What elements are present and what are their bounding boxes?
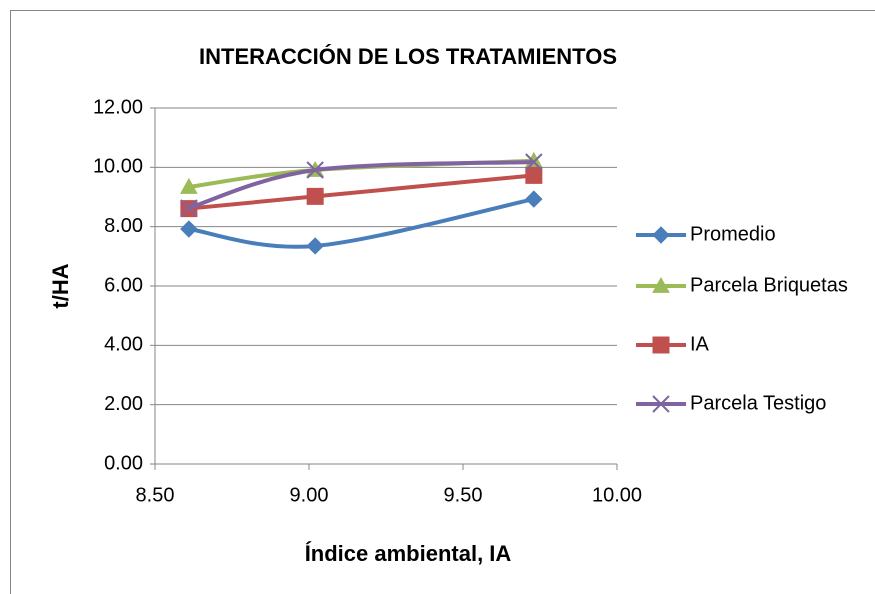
legend-marker	[652, 226, 670, 244]
data-point	[180, 177, 198, 194]
legend-label: IA	[690, 333, 710, 355]
legend-marker	[652, 276, 670, 293]
series-line	[188, 159, 534, 210]
data-point	[525, 190, 543, 208]
y-tick-label: 2.00	[104, 393, 143, 415]
chart-title: INTERACCIÓN DE LOS TRATAMIENTOS	[199, 44, 617, 69]
data-point	[180, 199, 198, 217]
y-tick-label: 12.00	[93, 96, 143, 118]
y-axis-label: t/HA	[48, 263, 73, 308]
data-point	[525, 166, 543, 184]
y-tick-label: 8.00	[104, 215, 143, 237]
data-point	[306, 161, 324, 179]
x-tick-label: 10.00	[592, 484, 642, 506]
legend-label: Parcela Briquetas	[690, 274, 848, 296]
legend-label: Promedio	[690, 223, 776, 245]
legend-marker	[652, 395, 670, 413]
legend-marker	[652, 336, 670, 354]
data-point	[306, 187, 324, 205]
data-point	[306, 237, 324, 255]
legend-label: Parcela Testigo	[690, 392, 826, 414]
y-tick-label: 0.00	[104, 452, 143, 474]
y-tick-label: 6.00	[104, 274, 143, 296]
x-tick-label: 9.50	[444, 484, 483, 506]
data-point	[525, 153, 543, 171]
data-point	[180, 220, 198, 238]
x-tick-label: 9.00	[290, 484, 329, 506]
x-axis-label: Índice ambiental, IA	[305, 541, 512, 566]
x-tick-label: 8.50	[136, 484, 175, 506]
y-tick-label: 10.00	[93, 156, 143, 178]
y-tick-label: 4.00	[104, 334, 143, 356]
series-line	[188, 197, 535, 249]
chart-border	[10, 10, 875, 594]
